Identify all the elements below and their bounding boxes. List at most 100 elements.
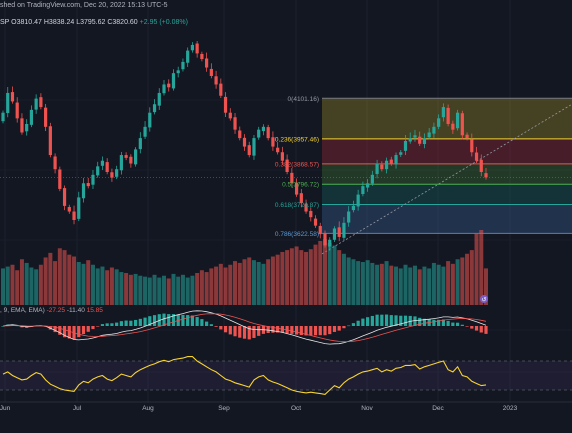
volume-bar — [128, 274, 133, 305]
volume-bar — [109, 267, 114, 305]
volume-bar — [261, 263, 266, 305]
candle-body — [110, 172, 114, 178]
macd-value-1: -27.25 — [46, 307, 66, 314]
x-tick-label: Jun — [0, 405, 11, 412]
macd-histogram-bar — [318, 326, 322, 336]
volume-bar — [204, 272, 209, 305]
candle-body — [181, 61, 185, 70]
fib-zone — [322, 184, 572, 205]
macd-histogram-bar — [384, 314, 389, 326]
volume-bar — [422, 266, 427, 305]
candle-body — [413, 135, 417, 138]
candle-body — [124, 155, 128, 158]
volume-bar — [53, 261, 58, 305]
candle-body — [62, 188, 67, 206]
candle-body — [465, 134, 469, 139]
symbol-suffix: SP — [0, 19, 10, 26]
candle-body — [318, 225, 322, 235]
volume-bar — [237, 262, 242, 305]
volume-bar — [360, 262, 365, 305]
macd-params: , 9, EMA, EMA) — [0, 307, 45, 314]
volume-bar — [313, 244, 318, 305]
volume-bar — [133, 273, 138, 305]
macd-histogram-bar — [238, 326, 242, 338]
rsi-pane — [0, 356, 572, 395]
macd-histogram-bar — [484, 326, 488, 334]
fib-zone — [322, 204, 572, 234]
volume-bar — [327, 242, 332, 305]
volume-bar — [228, 264, 233, 305]
macd-histogram-bar — [470, 326, 474, 329]
volume-bar — [105, 270, 110, 305]
candle-body — [29, 109, 34, 125]
candle-body — [214, 76, 218, 85]
volume-bar — [289, 248, 294, 305]
high-value: H3838.24 — [43, 19, 75, 26]
candle-body — [58, 169, 62, 189]
candle-body — [403, 140, 408, 151]
macd-histogram-bar — [53, 326, 57, 333]
candle-body — [242, 137, 247, 147]
macd-histogram-bar — [323, 326, 327, 336]
candlestick-series — [1, 40, 488, 251]
macd-histogram-bar — [247, 326, 251, 340]
macd-histogram-bar — [361, 318, 365, 326]
volume-bar — [157, 277, 162, 305]
volume-bar — [455, 259, 460, 305]
volume-bar — [375, 264, 380, 305]
macd-histogram-bar — [96, 326, 100, 327]
macd-histogram-bar — [115, 322, 119, 326]
volume-bar — [38, 264, 43, 305]
macd-histogram-bar — [266, 326, 270, 334]
macd-histogram-bar — [129, 320, 133, 326]
macd-histogram-bar — [271, 326, 275, 333]
volume-bar — [479, 230, 484, 305]
candle-body — [375, 163, 379, 174]
macd-pane — [1, 310, 488, 345]
macd-histogram-bar — [252, 326, 256, 338]
volume-bar — [294, 246, 299, 305]
volume-bar — [484, 268, 488, 305]
x-tick-label: Dec — [432, 405, 444, 412]
fib-level-label: 0.786(3622.58) — [275, 231, 319, 238]
volume-bar — [90, 264, 95, 305]
volume-bar — [299, 250, 304, 305]
volume-bar — [86, 260, 91, 305]
macd-histogram-bar — [389, 315, 393, 326]
macd-histogram-bar — [133, 319, 138, 326]
volume-bar — [185, 277, 190, 305]
candle-body — [1, 112, 5, 122]
drawing-marker-glyph: ↺ — [481, 297, 486, 304]
volume-bar — [436, 264, 441, 305]
x-tick-label: Jul — [73, 405, 82, 412]
rsi-line — [2, 356, 487, 395]
volume-bar — [304, 251, 309, 305]
macd-histogram-bar — [100, 324, 105, 326]
low-value: L3795.62 — [76, 19, 106, 26]
volume-bar — [166, 278, 171, 305]
candle-body — [91, 174, 95, 185]
drawing-marker-icon[interactable] — [480, 295, 488, 303]
candle-body — [257, 129, 261, 138]
fib-level-label: 0.236(3957.46) — [275, 136, 319, 143]
x-tick-label: Sep — [218, 405, 230, 412]
macd-histogram-bar — [242, 326, 247, 339]
candle-body — [34, 98, 38, 110]
candle-body — [399, 152, 403, 155]
macd-histogram-bar — [77, 326, 81, 338]
macd-line — [2, 310, 487, 345]
candle-body — [6, 92, 10, 113]
macd-histogram-bar — [356, 320, 360, 326]
macd-histogram-bar — [465, 326, 469, 327]
candle-body — [223, 96, 228, 113]
macd-histogram-bar — [223, 326, 228, 333]
volume-bar — [308, 249, 313, 305]
candle-body — [441, 107, 445, 118]
macd-legend: , 9, EMA, EMA) -27.25 -11.40 15.85 — [0, 307, 103, 314]
volume-bar — [43, 257, 48, 305]
candle-body — [209, 68, 213, 76]
volume-bar — [469, 250, 474, 305]
macd-histogram-bar — [91, 326, 95, 330]
macd-histogram-bar — [190, 315, 195, 326]
